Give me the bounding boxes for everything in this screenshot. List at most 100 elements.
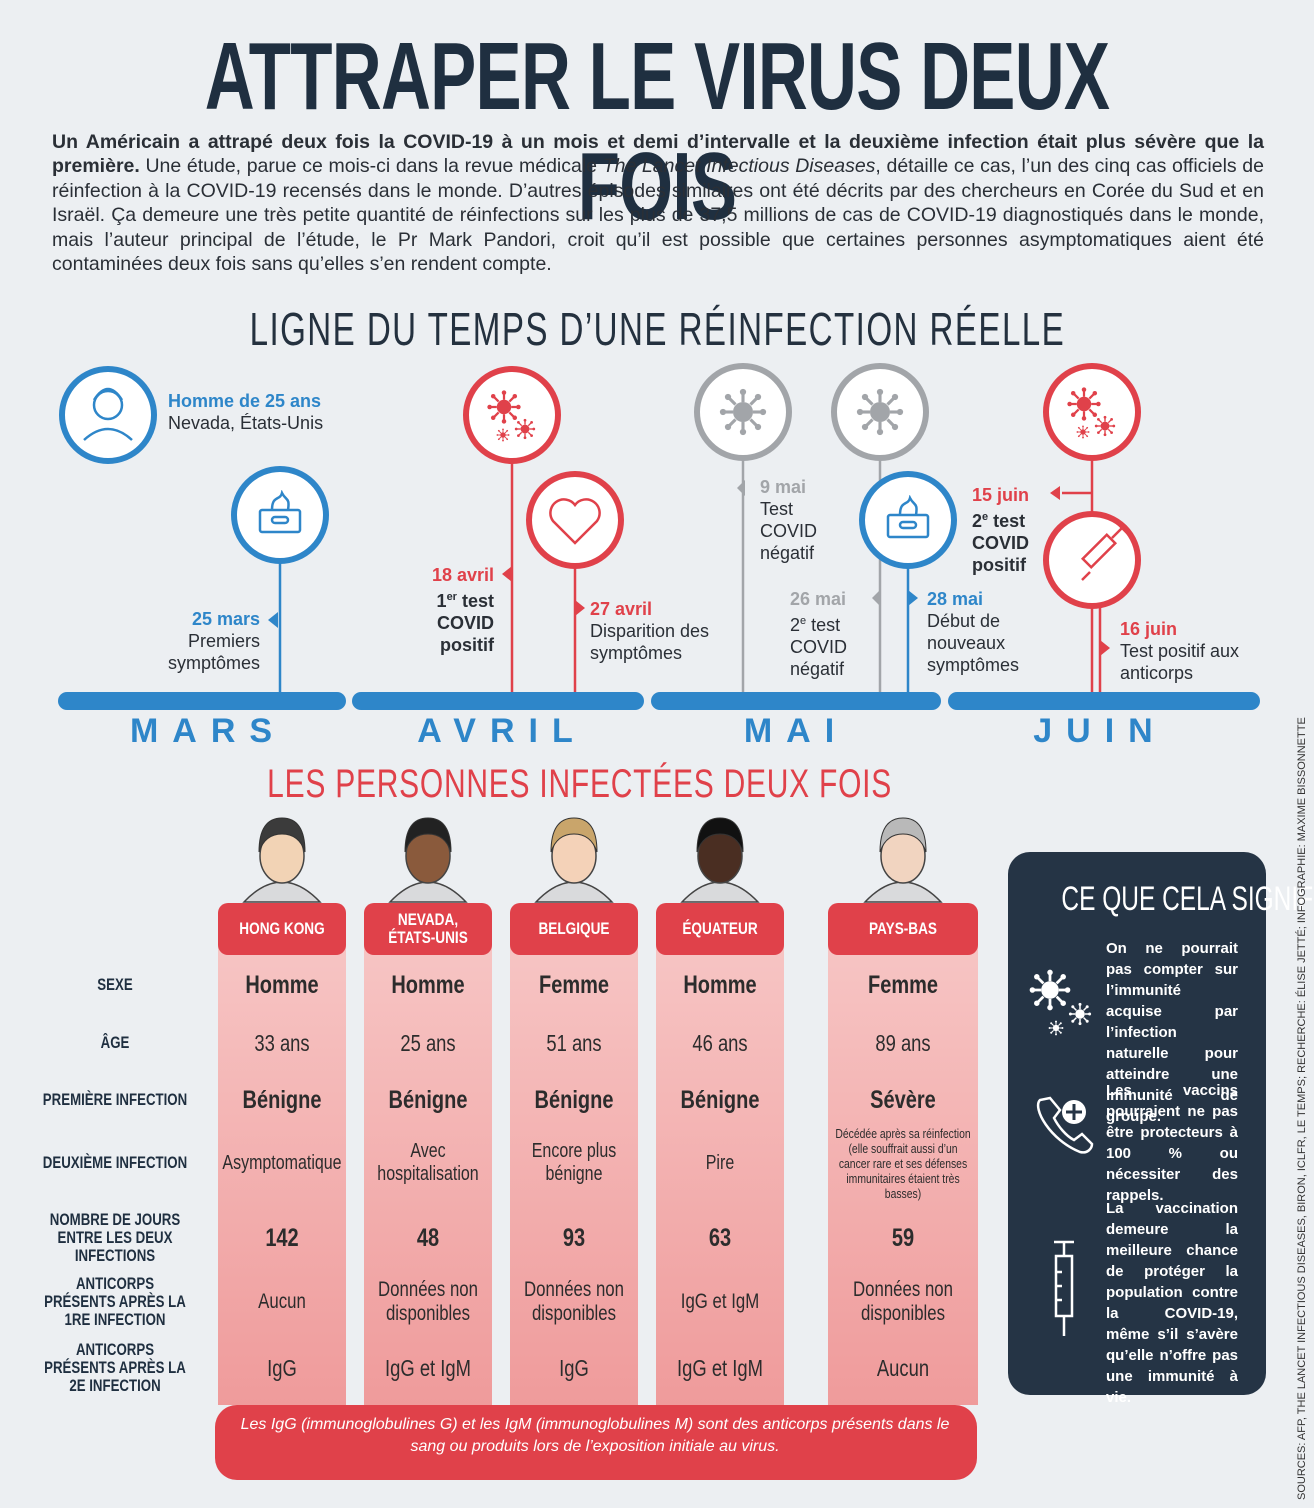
portrait-body bbox=[680, 881, 760, 903]
cell-text: Données non disponibles bbox=[378, 1278, 478, 1325]
cell-text: Homme bbox=[391, 970, 465, 999]
cell-text: IgG bbox=[267, 1354, 297, 1381]
month: MAI bbox=[743, 712, 849, 750]
portrait-body bbox=[388, 881, 468, 903]
patient-label: Homme de 25 ans bbox=[168, 391, 322, 411]
sidebar-icons-part bbox=[1054, 1240, 1074, 1336]
month: JUIN bbox=[1033, 712, 1167, 750]
cell-text: Femme bbox=[538, 970, 610, 999]
row-label: SEXE bbox=[20, 961, 210, 1009]
row-label: NOMBRE DE JOURS ENTRE LES DEUX INFECTION… bbox=[20, 1210, 210, 1265]
event-text: test COVID négatif bbox=[790, 615, 848, 679]
column-header-text: HONG KONG bbox=[239, 919, 325, 938]
portrait-hair bbox=[879, 817, 927, 853]
cell-text: Homme bbox=[245, 970, 319, 999]
cell: Données non disponibles bbox=[350, 1270, 506, 1334]
sidebar-icons-part bbox=[1048, 1020, 1064, 1036]
cell-text: 25 ans bbox=[400, 1029, 456, 1056]
cell: Aucun bbox=[814, 1336, 992, 1400]
cell: Sévère bbox=[814, 1068, 992, 1132]
title-text: ATTRAPER LE VIRUS DEUX FOIS bbox=[204, 23, 1110, 240]
timeline-icons-part-part bbox=[92, 389, 124, 421]
timeline-icons-part-part bbox=[1116, 522, 1128, 534]
event-date: 25 mars bbox=[191, 609, 260, 629]
timeline-bar-part bbox=[651, 692, 941, 710]
cell: Bénigne bbox=[496, 1068, 652, 1132]
cell: IgG bbox=[496, 1336, 652, 1400]
column-bg bbox=[364, 920, 492, 1405]
month: MARS bbox=[129, 712, 287, 750]
timeline-pointers-part bbox=[502, 566, 512, 582]
intro-text: , détaille ce cas, l’un des cinq cas off… bbox=[52, 155, 1264, 276]
portrait-hair bbox=[404, 817, 452, 853]
column-header-text: BELGIQUE bbox=[538, 919, 610, 938]
row-label-text: PREMIÈRE INFECTION bbox=[42, 1090, 188, 1109]
timeline-circles-part bbox=[1043, 511, 1141, 609]
timeline-bar-part bbox=[948, 692, 1260, 710]
month: AVRIL bbox=[417, 712, 587, 750]
footnote-box bbox=[215, 1405, 977, 1480]
portrait-hair bbox=[258, 817, 306, 853]
cell-text: Données non disponibles bbox=[524, 1278, 624, 1325]
column-header-text: NEVADA, ÉTATS-UNIS bbox=[388, 910, 468, 947]
cell-text: Bénigne bbox=[680, 1085, 760, 1114]
table-columns bbox=[218, 817, 978, 1405]
cell-text: Sévère bbox=[870, 1085, 936, 1114]
event: 28 mai Début de nouveaux symptômes bbox=[927, 588, 1047, 676]
column-header: ÉQUATEUR bbox=[656, 903, 784, 955]
cell: 46 ans bbox=[642, 1011, 798, 1075]
cell: Homme bbox=[204, 953, 360, 1017]
column-bg bbox=[828, 920, 978, 1405]
cell: Décédée après sa réinfection (elle souff… bbox=[814, 1126, 992, 1201]
column-header: BELGIQUE bbox=[510, 903, 638, 955]
event-suffix: er bbox=[446, 591, 457, 603]
event-date: 16 juin bbox=[1120, 619, 1178, 639]
cell: Homme bbox=[350, 953, 506, 1017]
row-label-text: ÂGE bbox=[100, 1033, 130, 1052]
timeline-circles-part bbox=[59, 366, 157, 464]
sidebar-item: Les vaccins pourraient ne pas être prote… bbox=[1106, 1082, 1238, 1204]
cell: Aucun bbox=[204, 1270, 360, 1334]
cell-text: Homme bbox=[683, 970, 757, 999]
row-label: ANTICORPS PRÉSENTS APRÈS LA 2E INFECTION bbox=[20, 1341, 210, 1395]
event-text: Début de nouveaux symptômes bbox=[927, 611, 1020, 675]
event-number: 2 bbox=[972, 511, 983, 531]
cell: IgG bbox=[204, 1336, 360, 1400]
footnote: Les IgG (immunoglobulines G) et les IgM … bbox=[240, 1416, 950, 1455]
cell-text: 89 ans bbox=[875, 1029, 931, 1056]
cell: 48 bbox=[350, 1206, 506, 1270]
timeline-icons-part bbox=[1076, 425, 1090, 439]
column-bg bbox=[218, 920, 346, 1405]
cell-text: 33 ans bbox=[254, 1029, 310, 1056]
timeline-circles-part bbox=[859, 471, 957, 569]
intro-lead: Un Américain a attrapé deux fois la COVI… bbox=[52, 131, 1264, 178]
timeline-bar-part bbox=[58, 692, 346, 710]
timeline-bar bbox=[58, 692, 1260, 710]
event: 15 juin 2e test COVID positif bbox=[972, 484, 1046, 576]
cell: Avec hospitalisation bbox=[350, 1131, 506, 1195]
intro-journal: The Lancet Infectious Diseases bbox=[602, 155, 876, 178]
sources: SOURCES: AFP, THE LANCET INFECTIOUS DISE… bbox=[1296, 717, 1308, 1500]
timeline-icons-part-part bbox=[1080, 532, 1118, 570]
cell-text: Bénigne bbox=[242, 1085, 322, 1114]
cell: Bénigne bbox=[642, 1068, 798, 1132]
cell-text: Encore plus bénigne bbox=[531, 1140, 617, 1185]
sidebar-icons-part bbox=[1028, 968, 1072, 1012]
event: 18 avril 1er test COVID positif bbox=[392, 564, 494, 656]
patient: Homme de 25 ans Nevada, États-Unis bbox=[168, 390, 368, 434]
event-date: 15 juin bbox=[972, 485, 1030, 505]
column-header-bg bbox=[510, 903, 638, 955]
cell-text: 63 bbox=[708, 1223, 732, 1252]
timeline-icons-part-part bbox=[92, 387, 124, 401]
row-label-text: NOMBRE DE JOURS ENTRE LES DEUX INFECTION… bbox=[49, 1210, 181, 1265]
timeline-icons-part bbox=[549, 498, 601, 545]
cell-text: Aucun bbox=[876, 1354, 930, 1381]
timeline-title: LIGNE DU TEMPS D’UNE RÉINFECTION RÉELLE bbox=[0, 302, 1314, 356]
column-header: HONG KONG bbox=[218, 903, 346, 955]
timeline-icons-part bbox=[83, 387, 133, 441]
sidebar-title-text: CE QUE CELA SIGNIFIE bbox=[1061, 880, 1314, 918]
cell: Homme bbox=[642, 953, 798, 1017]
timeline-pointers-part bbox=[872, 590, 880, 606]
cell-text: 48 bbox=[416, 1223, 440, 1252]
sidebar-title: CE QUE CELA SIGNIFIE bbox=[1008, 880, 1314, 919]
